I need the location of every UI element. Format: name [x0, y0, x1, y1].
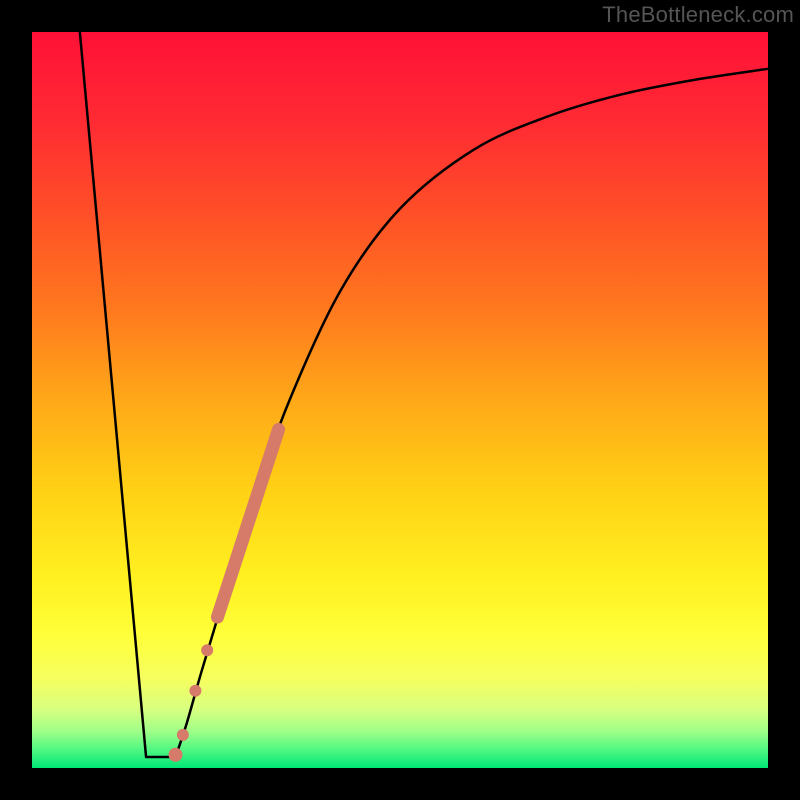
marker-dot	[201, 644, 213, 656]
plot-background	[32, 32, 768, 768]
chart-container: TheBottleneck.com	[0, 0, 800, 800]
marker-dot	[189, 685, 201, 697]
marker-dot	[169, 748, 183, 762]
marker-dot	[177, 729, 189, 741]
watermark-text: TheBottleneck.com	[602, 2, 794, 28]
bottleneck-chart	[0, 0, 800, 800]
